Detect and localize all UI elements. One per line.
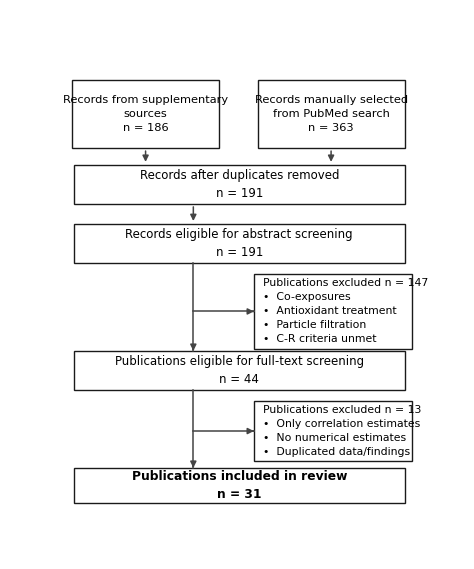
FancyBboxPatch shape: [254, 274, 412, 349]
Text: Publications excluded n = 13
•  Only correlation estimates
•  No numerical estim: Publications excluded n = 13 • Only corr…: [263, 405, 421, 457]
FancyBboxPatch shape: [74, 468, 405, 503]
Text: Records from supplementary
sources
n = 186: Records from supplementary sources n = 1…: [63, 95, 228, 133]
FancyBboxPatch shape: [74, 351, 405, 390]
Text: Publications eligible for full-text screening
n = 44: Publications eligible for full-text scre…: [115, 355, 364, 386]
Text: Publications excluded n = 147
•  Co-exposures
•  Antioxidant treatment
•  Partic: Publications excluded n = 147 • Co-expos…: [263, 278, 428, 344]
Text: Publications included in review
n = 31: Publications included in review n = 31: [131, 470, 347, 501]
FancyBboxPatch shape: [254, 402, 412, 461]
FancyBboxPatch shape: [258, 80, 405, 149]
FancyBboxPatch shape: [72, 80, 219, 149]
FancyBboxPatch shape: [74, 224, 405, 263]
Text: Records eligible for abstract screening
n = 191: Records eligible for abstract screening …: [126, 228, 353, 259]
FancyBboxPatch shape: [74, 164, 405, 204]
Text: Records manually selected
from PubMed search
n = 363: Records manually selected from PubMed se…: [255, 95, 408, 133]
Text: Records after duplicates removed
n = 191: Records after duplicates removed n = 191: [139, 169, 339, 200]
